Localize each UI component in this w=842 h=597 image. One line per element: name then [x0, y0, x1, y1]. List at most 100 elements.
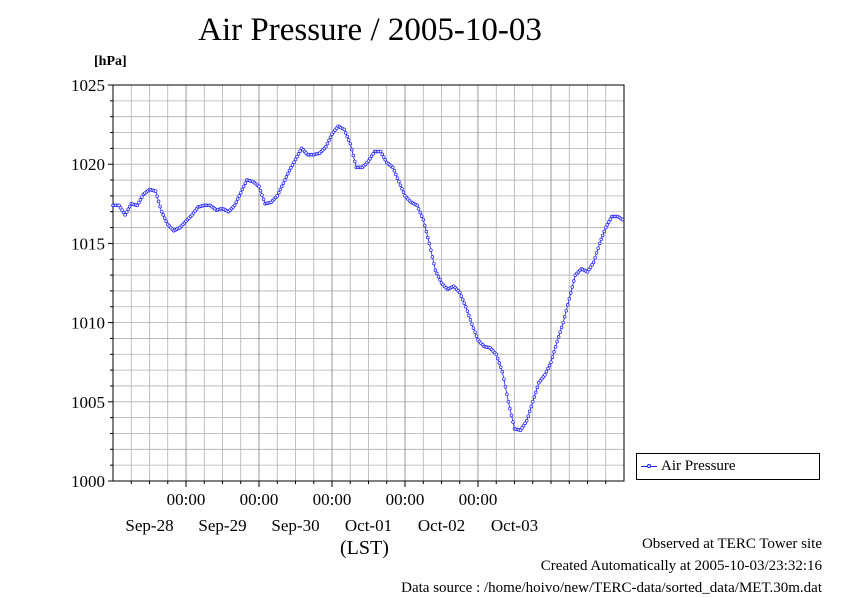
data-point	[547, 363, 552, 368]
data-point	[280, 184, 284, 189]
data-point	[257, 184, 261, 189]
data-point	[556, 335, 561, 339]
data-point	[600, 233, 605, 238]
x-tick-label: 00:00	[386, 490, 425, 509]
data-point	[531, 400, 535, 404]
vertical-gridlines	[130, 85, 607, 481]
data-point	[369, 154, 374, 159]
x-axis-timezone-label: (LST)	[340, 537, 389, 559]
data-point	[345, 134, 349, 139]
data-point	[473, 330, 477, 334]
data-point	[569, 291, 573, 295]
data-point	[506, 400, 511, 404]
data-point	[543, 373, 547, 377]
data-point	[596, 246, 600, 250]
data-point	[553, 345, 558, 349]
data-point	[458, 290, 462, 295]
data-point	[474, 334, 479, 338]
data-point	[436, 274, 441, 279]
data-point	[153, 189, 158, 193]
y-tick-label: 1020	[71, 155, 105, 174]
data-point	[430, 255, 435, 259]
data-point	[232, 203, 237, 208]
data-point	[467, 313, 471, 318]
data-point	[293, 157, 298, 162]
data-point	[383, 158, 387, 162]
data-point	[401, 190, 406, 195]
data-point	[235, 197, 240, 201]
data-point	[138, 198, 143, 202]
data-point	[397, 179, 401, 184]
data-point	[559, 325, 564, 330]
data-point	[561, 320, 565, 325]
data-point	[350, 147, 354, 152]
data-point	[465, 309, 470, 313]
x-day-label: Oct-02	[418, 516, 465, 535]
data-point	[526, 414, 530, 418]
data-point	[508, 406, 512, 411]
data-point	[499, 365, 503, 370]
data-point	[427, 241, 432, 246]
x-day-label: Sep-30	[271, 516, 319, 535]
data-point	[261, 197, 266, 202]
data-point	[535, 385, 540, 390]
data-point	[570, 285, 575, 289]
legend-marker-icon	[647, 464, 651, 468]
data-point	[398, 183, 403, 187]
data-point	[237, 194, 241, 198]
data-point	[327, 138, 331, 143]
legend: Air Pressure	[636, 453, 820, 480]
data-point	[426, 235, 430, 240]
data-point	[555, 339, 559, 344]
data-point	[564, 308, 568, 313]
data-point	[419, 214, 424, 218]
legend-label: Air Pressure	[661, 458, 736, 474]
data-point	[325, 141, 330, 146]
y-tick-label: 1005	[71, 393, 105, 412]
x-tick-label: 00:00	[459, 490, 498, 509]
data-point	[529, 404, 533, 409]
data-point	[286, 171, 290, 176]
data-point	[295, 154, 299, 159]
y-tick-label: 1010	[71, 314, 105, 333]
data-point	[620, 217, 625, 222]
data-point	[346, 138, 351, 142]
data-point	[278, 187, 283, 192]
data-point	[155, 194, 159, 199]
data-point	[164, 219, 168, 223]
data-point	[243, 181, 248, 185]
data-point	[242, 184, 246, 189]
data-point	[290, 163, 295, 167]
x-tick-label: 00:00	[313, 490, 352, 509]
x-day-label: Sep-28	[125, 516, 173, 535]
y-tick-label: 1025	[71, 76, 105, 95]
data-point	[416, 207, 421, 211]
data-point	[435, 271, 439, 276]
data-point	[462, 301, 467, 305]
y-axis-unit-label: [hPa]	[94, 54, 127, 69]
data-point	[159, 209, 164, 214]
data-point	[527, 409, 532, 414]
data-point	[546, 366, 550, 371]
data-point	[239, 190, 243, 195]
data-point	[368, 156, 372, 161]
data-point	[117, 203, 121, 208]
data-point	[353, 159, 357, 164]
data-point	[123, 213, 127, 217]
data-point	[298, 149, 302, 153]
data-point	[518, 428, 523, 433]
data-point	[604, 225, 608, 230]
data-point	[608, 217, 613, 221]
data-point	[260, 193, 264, 197]
data-point	[588, 265, 593, 269]
data-point	[161, 213, 165, 217]
footer-created: Created Automatically at 2005-10-03/23:3…	[540, 558, 822, 574]
data-point	[381, 155, 386, 159]
data-point	[287, 168, 292, 173]
x-axis-ticks: 00:00 00:00 00:00 00:00 00:00 Sep-28 Sep-29 Sep…	[125, 481, 607, 535]
series-line	[113, 125, 623, 431]
data-point	[591, 260, 596, 265]
data-point	[380, 152, 384, 157]
data-point	[137, 200, 141, 205]
data-point	[558, 330, 562, 334]
